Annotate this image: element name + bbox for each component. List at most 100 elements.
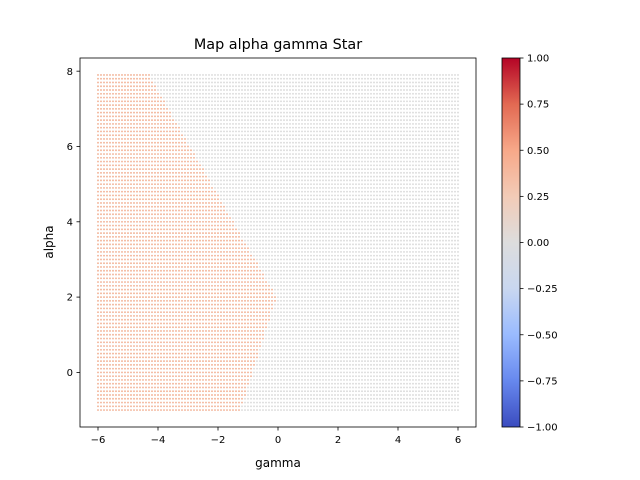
scatter-point bbox=[163, 352, 165, 355]
scatter-point bbox=[259, 401, 261, 404]
scatter-point bbox=[418, 405, 420, 408]
scatter-point bbox=[394, 337, 396, 340]
scatter-point bbox=[415, 296, 417, 299]
scatter-point bbox=[241, 394, 243, 396]
scatter-point bbox=[292, 311, 294, 314]
scatter-point bbox=[127, 281, 129, 283]
scatter-point bbox=[148, 367, 150, 370]
scatter-point bbox=[415, 363, 417, 366]
scatter-point bbox=[433, 348, 435, 351]
scatter-point bbox=[205, 341, 207, 344]
scatter-point bbox=[142, 322, 144, 325]
scatter-point bbox=[178, 254, 180, 257]
scatter-point bbox=[253, 360, 255, 363]
scatter-point bbox=[229, 333, 231, 336]
scatter-point bbox=[181, 367, 183, 370]
scatter-point bbox=[301, 330, 303, 332]
scatter-point bbox=[451, 378, 453, 381]
scatter-point bbox=[232, 326, 234, 329]
scatter-point bbox=[229, 288, 231, 291]
scatter-point bbox=[103, 333, 105, 336]
scatter-point bbox=[325, 330, 327, 332]
scatter-point bbox=[220, 397, 222, 400]
scatter-point bbox=[343, 409, 345, 412]
scatter-point bbox=[451, 390, 453, 393]
scatter-point bbox=[220, 371, 222, 374]
scatter-point bbox=[412, 318, 414, 321]
scatter-point bbox=[127, 375, 129, 378]
scatter-point bbox=[379, 363, 381, 366]
scatter-point bbox=[160, 299, 162, 302]
scatter-point bbox=[223, 378, 225, 381]
scatter-point bbox=[346, 284, 348, 287]
scatter-point bbox=[124, 330, 126, 332]
scatter-point bbox=[178, 397, 180, 400]
scatter-point bbox=[232, 269, 234, 272]
scatter-point bbox=[142, 258, 144, 261]
scatter-point bbox=[151, 314, 153, 317]
scatter-point bbox=[193, 262, 195, 265]
scatter-point bbox=[430, 401, 432, 404]
scatter-point bbox=[382, 273, 384, 276]
scatter-point bbox=[178, 401, 180, 404]
scatter-point bbox=[403, 314, 405, 317]
scatter-point bbox=[316, 375, 318, 378]
scatter-point bbox=[220, 281, 222, 283]
scatter-point bbox=[292, 367, 294, 370]
scatter-point bbox=[169, 409, 171, 412]
scatter-point bbox=[169, 367, 171, 370]
scatter-point bbox=[283, 386, 285, 389]
scatter-point bbox=[196, 318, 198, 321]
scatter-point bbox=[367, 307, 369, 310]
scatter-point bbox=[394, 348, 396, 351]
scatter-point bbox=[451, 262, 453, 265]
scatter-point bbox=[238, 258, 240, 261]
scatter-point bbox=[232, 348, 234, 351]
scatter-point bbox=[292, 363, 294, 366]
scatter-point bbox=[358, 322, 360, 325]
scatter-point bbox=[295, 292, 297, 295]
scatter-point bbox=[382, 394, 384, 396]
scatter-point bbox=[439, 348, 441, 351]
scatter-point bbox=[346, 345, 348, 347]
scatter-point bbox=[124, 367, 126, 370]
scatter-point bbox=[187, 394, 189, 396]
scatter-point bbox=[181, 266, 183, 268]
scatter-point bbox=[160, 307, 162, 310]
scatter-point bbox=[244, 333, 246, 336]
scatter-point bbox=[166, 322, 168, 325]
scatter-point bbox=[262, 367, 264, 370]
scatter-point bbox=[187, 409, 189, 412]
scatter-point bbox=[241, 378, 243, 381]
scatter-point bbox=[136, 345, 138, 347]
scatter-point bbox=[172, 382, 174, 385]
scatter-point bbox=[100, 299, 102, 302]
scatter-point bbox=[391, 273, 393, 276]
scatter-point bbox=[208, 299, 210, 302]
scatter-point bbox=[115, 409, 117, 412]
scatter-point bbox=[364, 341, 366, 344]
scatter-point bbox=[313, 303, 315, 306]
scatter-point bbox=[151, 352, 153, 355]
scatter-point bbox=[289, 333, 291, 336]
scatter-point bbox=[319, 341, 321, 344]
scatter-point bbox=[307, 367, 309, 370]
scatter-point bbox=[265, 296, 267, 299]
scatter-point bbox=[358, 360, 360, 363]
scatter-point bbox=[235, 341, 237, 344]
scatter-point bbox=[424, 314, 426, 317]
scatter-point bbox=[214, 375, 216, 378]
scatter-point bbox=[265, 277, 267, 280]
scatter-point bbox=[268, 371, 270, 374]
scatter-point bbox=[151, 348, 153, 351]
scatter-point bbox=[325, 348, 327, 351]
scatter-point bbox=[280, 322, 282, 325]
scatter-point bbox=[358, 258, 360, 261]
scatter-point bbox=[406, 314, 408, 317]
scatter-point bbox=[358, 375, 360, 378]
scatter-point bbox=[433, 378, 435, 381]
scatter-point bbox=[334, 318, 336, 321]
scatter-point bbox=[259, 322, 261, 325]
scatter-point bbox=[313, 375, 315, 378]
scatter-point bbox=[247, 277, 249, 280]
